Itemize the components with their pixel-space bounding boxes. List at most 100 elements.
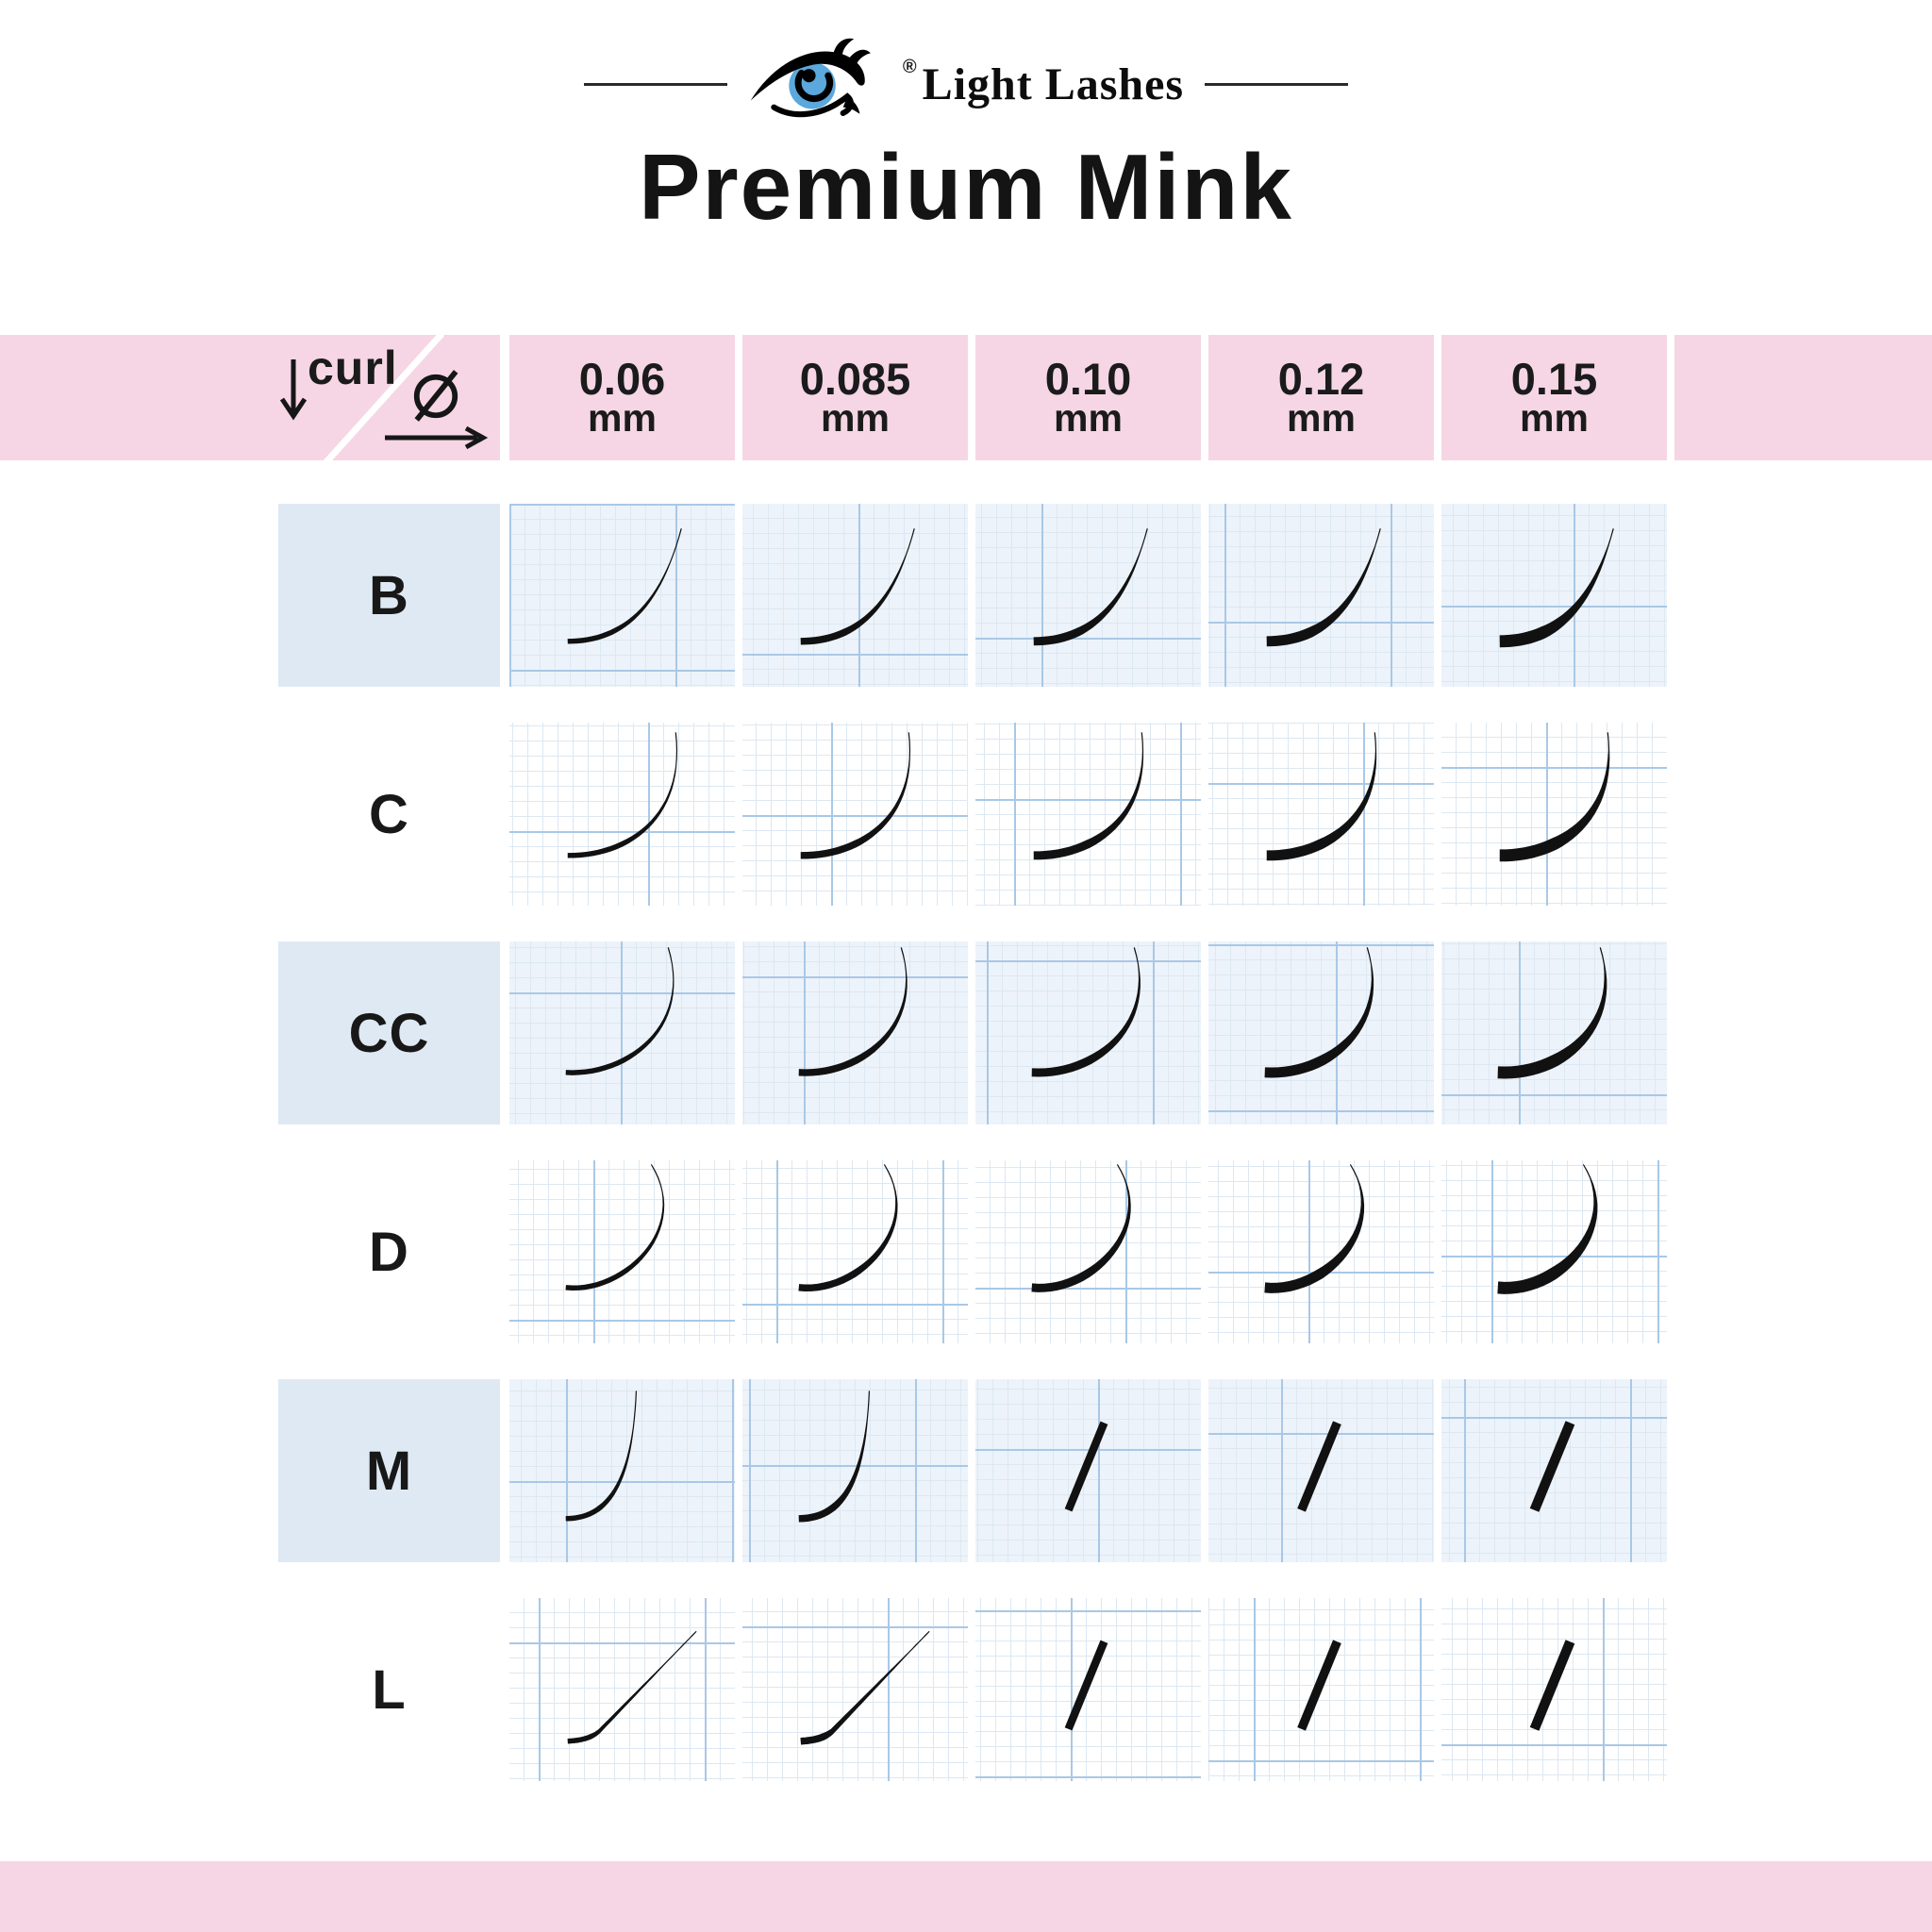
logo-right-rule <box>1205 82 1349 86</box>
brand-logo: ® Light Lashes <box>0 32 1932 136</box>
lash-curve-drawing <box>1266 732 1377 861</box>
lash-curve <box>1499 732 1610 862</box>
lash-slash-drawing <box>1297 1421 1341 1512</box>
lash-curve <box>800 1630 930 1745</box>
lash-curve <box>567 732 678 858</box>
lash-cell-L-0.06mm <box>509 1598 735 1781</box>
registered-mark: ® <box>902 56 917 77</box>
lash-curve <box>798 1391 871 1523</box>
row-label-curl-CC: CC <box>278 941 500 1124</box>
column-gap-stripe <box>1434 335 1441 460</box>
lash-curve <box>565 947 675 1075</box>
row-label-curl-M: M <box>278 1379 500 1562</box>
lash-cell-M-0.085mm <box>742 1379 968 1562</box>
lash-slash-drawing <box>1064 1640 1108 1731</box>
down-arrow-icon <box>279 359 308 421</box>
lash-cell-C-0.10mm <box>975 723 1201 906</box>
column-header-0.085: 0.085 mm <box>742 335 968 460</box>
row-label-curl-D: D <box>369 1221 409 1283</box>
lash-curve <box>798 947 908 1076</box>
lash-cell-C-0.085mm <box>742 723 968 906</box>
diameter-value: 0.10 <box>1044 353 1132 404</box>
lash-curve <box>800 528 915 645</box>
lash-curve <box>1033 732 1144 860</box>
lash-cell-D-0.06mm <box>509 1160 735 1343</box>
lash-curve-drawing <box>565 1164 665 1291</box>
legend-diameter <box>381 367 491 450</box>
legend-curl-label: curl <box>308 341 398 394</box>
header-band: curl 0.06 mm 0.085 mm 0.10 mm 0.12 m <box>0 335 1932 460</box>
lash-curve <box>1497 947 1607 1079</box>
legend-curl: curl <box>279 344 398 424</box>
lash-curve <box>567 1630 697 1744</box>
lash-slash-drawing <box>1297 1640 1341 1731</box>
lash-cell-M-0.10mm <box>975 1379 1201 1562</box>
lash-cell-B-0.15mm <box>1441 504 1667 687</box>
lash-cell-CC-0.10mm <box>975 941 1201 1124</box>
lash-curve-drawing <box>567 732 678 858</box>
lash-cell-L-0.085mm <box>742 1598 968 1781</box>
lash-slash <box>1064 1421 1108 1512</box>
lash-curve <box>565 1391 638 1522</box>
lash-curve <box>567 528 682 644</box>
lash-curve-drawing <box>1499 732 1610 862</box>
lash-slash-drawing <box>1529 1640 1575 1731</box>
column-gap-stripe <box>968 335 975 460</box>
lash-curve-drawing <box>800 528 915 645</box>
lash-cell-M-0.15mm <box>1441 1379 1667 1562</box>
lash-curve-drawing <box>798 1391 871 1523</box>
logo-left-rule <box>583 82 727 86</box>
lash-curve <box>1266 732 1377 861</box>
lash-curve-drawing <box>565 947 675 1075</box>
column-header-0.10: 0.10 mm <box>975 335 1201 460</box>
lash-cell-M-0.12mm <box>1208 1379 1434 1562</box>
diameter-unit: mm <box>588 396 657 441</box>
lash-curve <box>1499 528 1614 648</box>
lash-curve-drawing <box>567 528 682 644</box>
lash-curve-drawing <box>1499 528 1614 648</box>
lash-cell-CC-0.15mm <box>1441 941 1667 1124</box>
eye-logo-icon <box>750 38 871 118</box>
lash-curve-drawing <box>565 1391 638 1522</box>
lash-curve-drawing <box>798 1164 898 1292</box>
diameter-unit: mm <box>1520 396 1589 441</box>
lash-curve <box>565 1164 665 1291</box>
lash-cell-L-0.12mm <box>1208 1598 1434 1781</box>
diameter-value: 0.15 <box>1510 353 1598 404</box>
lash-curve <box>1031 947 1141 1077</box>
lash-curve-drawing <box>800 732 911 859</box>
column-gap-stripe <box>1201 335 1208 460</box>
lash-cell-B-0.06mm <box>509 504 735 687</box>
lash-curve <box>798 1164 898 1292</box>
row-label-curl-B: B <box>278 504 500 687</box>
lash-slash <box>1297 1421 1341 1512</box>
lash-slash <box>1064 1640 1108 1731</box>
lash-cell-B-0.085mm <box>742 504 968 687</box>
diameter-unit: mm <box>1287 396 1356 441</box>
lash-cell-B-0.10mm <box>975 504 1201 687</box>
lash-cell-M-0.06mm <box>509 1379 735 1562</box>
brand-name-group: ® Light Lashes <box>903 57 1184 110</box>
lash-curve <box>800 732 911 859</box>
lash-curve <box>1264 1164 1365 1293</box>
lash-slash-drawing <box>1529 1421 1575 1512</box>
diameter-value: 0.12 <box>1277 353 1365 404</box>
lash-curve-drawing <box>1497 1164 1598 1294</box>
lash-slash-drawing <box>1064 1421 1108 1512</box>
lash-curve <box>1033 528 1148 646</box>
lash-cell-D-0.085mm <box>742 1160 968 1343</box>
lash-cell-L-0.15mm <box>1441 1598 1667 1781</box>
column-header-0.06: 0.06 mm <box>509 335 735 460</box>
column-header-0.15: 0.15 mm <box>1441 335 1667 460</box>
row-label-curl-L: L <box>372 1658 407 1721</box>
right-arrow-icon <box>385 425 489 450</box>
row-label-curl-C: C <box>369 783 409 845</box>
lash-curve <box>1031 1164 1131 1292</box>
lash-cell-C-0.15mm <box>1441 723 1667 906</box>
lash-curve <box>1266 528 1381 647</box>
lash-curve-drawing <box>1264 947 1374 1078</box>
lash-cell-L-0.10mm <box>975 1598 1201 1781</box>
lash-slash <box>1297 1640 1341 1731</box>
column-header-0.12: 0.12 mm <box>1208 335 1434 460</box>
lash-curve-drawing <box>798 947 908 1076</box>
